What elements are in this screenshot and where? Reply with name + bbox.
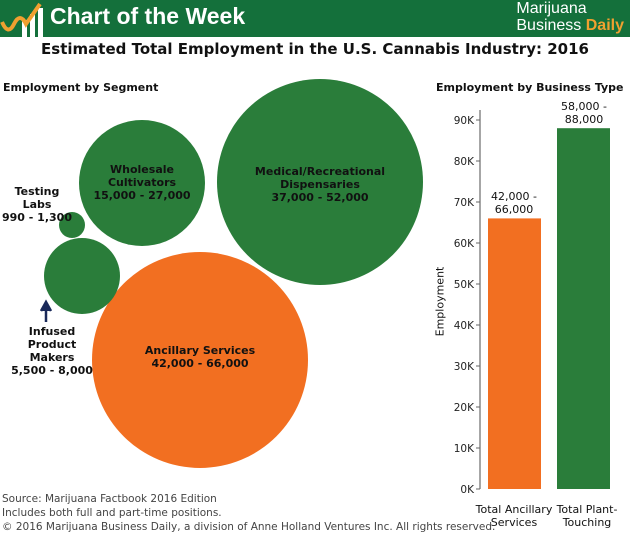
bar-label-ancillary: 42,000 - 66,000	[491, 190, 537, 216]
bubble-name: Ancillary Services	[144, 344, 256, 357]
y-tick-label: 80K	[454, 156, 475, 168]
header-banner: Chart of the Week Marijuana Business Dail…	[0, 0, 630, 37]
footer-note: Includes both full and part-time positio…	[2, 507, 222, 519]
bubble-name: Medical/Recreational Dispensaries	[254, 165, 386, 191]
bubble-range: 5,500 - 8,000	[11, 364, 93, 377]
bubble-2	[92, 252, 308, 468]
y-tick-label: 40K	[454, 320, 475, 332]
y-tick-label: 20K	[454, 402, 475, 414]
brand-logo: Marijuana Business Daily	[516, 0, 624, 34]
arrow-up-icon	[39, 299, 53, 322]
bubble-label-dispensaries: Medical/Recreational Dispensaries 37,000 …	[240, 165, 400, 204]
bubble-1	[217, 79, 423, 285]
chart-title: Estimated Total Employment in the U.S. C…	[41, 40, 589, 58]
y-axis-label: Employment	[433, 266, 447, 337]
bubble-label-testing: Testing Labs 990 - 1,300	[2, 185, 72, 224]
bubble-name: Infused Product Makers	[27, 325, 77, 364]
bubble-range: 990 - 1,300	[2, 211, 72, 224]
chart-logo-icon	[0, 2, 43, 37]
footer: Source: Marijuana Factbook 2016 Edition I…	[2, 492, 495, 534]
footer-copyright: © 2016 Marijuana Business Daily, a divis…	[2, 521, 496, 533]
bubble-range: 37,000 - 52,000	[271, 191, 369, 204]
y-tick-label: 0K	[460, 484, 475, 496]
y-tick-label: 90K	[454, 115, 475, 127]
bar-chart-title: Employment by Business Type	[436, 81, 624, 94]
bubble-name: Testing Labs	[14, 185, 60, 211]
bubble-label-wholesale: Wholesale Cultivators 15,000 - 27,000	[92, 163, 192, 202]
x-label-plant: Total Plant-Touching	[556, 503, 618, 529]
bar-0	[488, 218, 541, 489]
bubble-label-infused: Infused Product Makers 5,500 - 8,000	[4, 325, 100, 377]
bubble-0	[79, 120, 205, 246]
y-tick-label: 50K	[454, 279, 475, 291]
bubble-range: 42,000 - 66,000	[151, 357, 249, 370]
bubble-range: 15,000 - 27,000	[93, 189, 191, 202]
footer-source: Source: Marijuana Factbook 2016 Edition	[2, 493, 217, 505]
brand-line1: Marijuana	[516, 0, 587, 17]
y-tick-label: 30K	[454, 361, 475, 373]
bar-label-plant: 58,000 - 88,000	[561, 100, 607, 126]
x-label-ancillary: Total Ancillary Services	[475, 503, 553, 529]
bubble-4	[59, 212, 85, 238]
brand-daily: Daily	[585, 17, 624, 34]
brand-business: Business	[516, 17, 582, 34]
y-tick-label: 70K	[454, 197, 475, 209]
bubble-name: Wholesale Cultivators	[107, 163, 177, 189]
bar-1	[557, 128, 610, 489]
bubble-chart-title: Employment by Segment	[3, 81, 159, 94]
bubble-label-ancillary: Ancillary Services 42,000 - 66,000	[130, 344, 270, 370]
bubble-3	[44, 238, 120, 314]
header-title: Chart of the Week	[50, 3, 246, 29]
y-tick-label: 10K	[454, 443, 475, 455]
y-tick-label: 60K	[454, 238, 475, 250]
